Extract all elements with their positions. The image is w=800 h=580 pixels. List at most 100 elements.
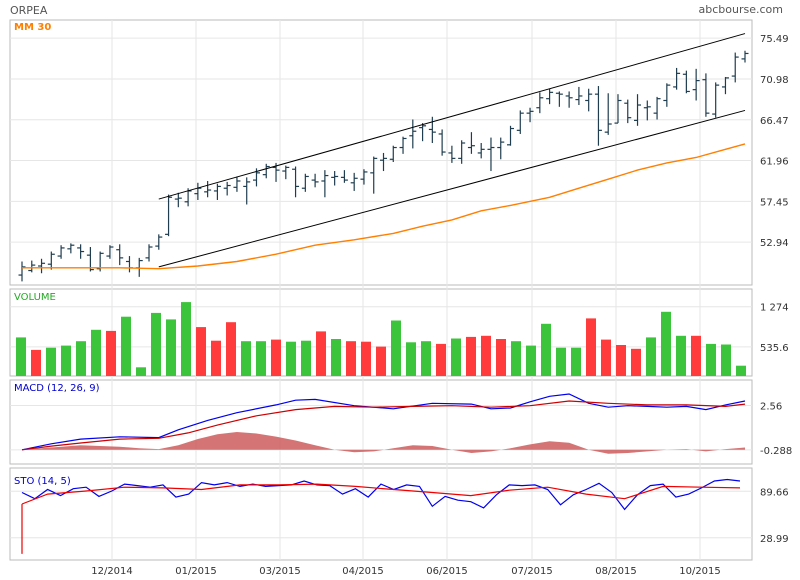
trend-channel-line — [158, 109, 746, 268]
mm30-legend: MM 30 — [14, 22, 51, 33]
grid-lines — [10, 20, 752, 560]
price-y-tick-label: 70.98 — [760, 75, 789, 86]
volume-bar — [61, 345, 71, 376]
ohlc-bar — [311, 173, 319, 188]
ohlc-bar — [692, 68, 700, 101]
ohlc-bar — [643, 100, 651, 121]
ohlc-bar — [721, 76, 729, 95]
volume-bar — [46, 347, 56, 376]
x-tick-label: 04/2015 — [342, 566, 384, 577]
x-tick-label: 03/2015 — [259, 566, 301, 577]
source-label: abcbourse.com — [699, 3, 783, 16]
ohlc-bar — [18, 261, 26, 282]
volume-bar — [601, 339, 611, 376]
ohlc-bar — [135, 257, 143, 277]
ohlc-bar — [57, 245, 65, 259]
sto-legend: STO (14, 5) — [14, 476, 71, 487]
axis-labels: 12/2014 01/2015 03/2015 04/2015 06/2015 07/20… — [14, 22, 792, 577]
ohlc-bar — [604, 93, 612, 135]
ohlc-bar — [174, 192, 182, 208]
volume-bar — [541, 323, 551, 376]
ohlc-bar — [125, 256, 133, 273]
volume-bar — [391, 320, 401, 376]
ohlc-bar — [594, 86, 602, 146]
ohlc-bar — [194, 182, 202, 200]
ohlc-bar — [145, 244, 153, 262]
ohlc-bar — [526, 107, 534, 123]
price-panel — [18, 33, 749, 282]
volume-bar — [721, 344, 731, 376]
ohlc-bar — [536, 92, 544, 114]
volume-bar — [241, 341, 251, 376]
ohlc-bar — [634, 94, 642, 126]
ohlc-bar — [213, 183, 221, 200]
ohlc-bar — [47, 251, 55, 270]
volume-bar — [556, 347, 566, 376]
macd-signal-line — [21, 400, 746, 451]
volume-bar — [256, 341, 266, 376]
x-tick-label: 01/2015 — [175, 566, 217, 577]
ohlc-bar — [731, 52, 739, 83]
ohlc-bar — [77, 244, 85, 259]
ohlc-bar — [116, 244, 124, 266]
volume-bar — [271, 339, 281, 376]
ohlc-bar — [497, 137, 505, 160]
volume-bar — [661, 311, 671, 376]
volume-bar — [706, 343, 716, 376]
ohlc-bar — [340, 170, 348, 183]
ohlc-bar — [262, 163, 270, 179]
volume-bar — [91, 329, 101, 376]
panel-frame-macd — [9, 379, 753, 465]
volume-y-tick-label: 1 274 — [760, 303, 789, 314]
volume-bar — [346, 341, 356, 376]
macd-y-tick-label: -0.288 — [760, 446, 792, 457]
price-y-tick-label: 66.47 — [760, 116, 789, 127]
ohlc-bar — [624, 99, 632, 124]
volume-bar — [301, 340, 311, 376]
volume-bar — [631, 348, 641, 376]
ohlc-bar — [243, 177, 251, 205]
ohlc-bar — [67, 243, 75, 254]
ohlc-bar — [428, 116, 436, 144]
price-y-tick-label: 52.94 — [760, 238, 789, 249]
ohlc-bar — [301, 173, 309, 192]
volume-bar — [121, 316, 131, 376]
sto-y-tick-label: 89.66 — [760, 487, 789, 498]
chart-title: ORPEA — [10, 4, 48, 17]
volume-bar — [331, 339, 341, 376]
ohlc-bar — [516, 110, 524, 134]
ohlc-bar — [507, 125, 515, 146]
ohlc-bar — [467, 132, 475, 154]
volume-bar — [76, 341, 86, 376]
ohlc-bar — [321, 170, 329, 198]
x-tick-label: 07/2015 — [511, 566, 553, 577]
ohlc-bar — [458, 140, 466, 164]
ohlc-bar — [702, 73, 710, 117]
macd-histogram — [22, 432, 745, 454]
trend-channel-line — [158, 33, 746, 200]
ohlc-bar — [292, 166, 300, 198]
ohlc-bar — [204, 180, 212, 198]
ohlc-bar — [409, 119, 417, 149]
ohlc-bar — [38, 258, 46, 274]
macd-panel — [21, 393, 746, 454]
volume-bar — [451, 338, 461, 376]
ohlc-bar — [155, 234, 163, 250]
ohlc-bar — [350, 172, 358, 191]
ohlc-bar — [682, 70, 690, 94]
volume-bar — [151, 312, 161, 376]
ohlc-bar — [106, 245, 114, 259]
volume-bar — [166, 319, 176, 376]
macd-y-tick-label: 2.56 — [760, 402, 782, 413]
ohlc-bar — [546, 88, 554, 105]
volume-bar — [691, 335, 701, 376]
volume-bar — [316, 331, 326, 376]
volume-bar — [376, 346, 386, 376]
x-tick-label: 10/2015 — [679, 566, 721, 577]
ohlc-bar — [653, 96, 661, 120]
ohlc-bar — [399, 136, 407, 154]
ohlc-bar — [712, 82, 720, 118]
sto-k-line — [21, 478, 741, 511]
ohlc-bar — [438, 129, 446, 156]
volume-bar — [496, 339, 506, 376]
